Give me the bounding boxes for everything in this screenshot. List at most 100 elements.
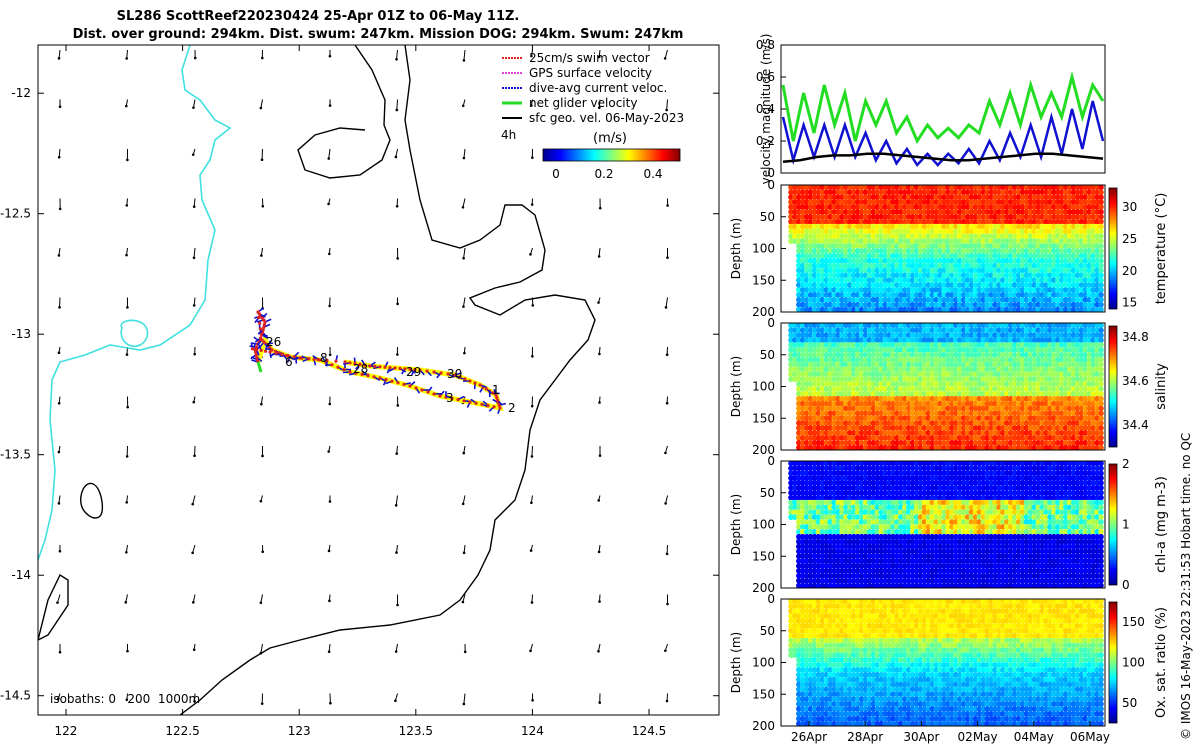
isobaths-label: isobaths: 0 200 1000m: [50, 692, 200, 706]
profile-sample: [835, 287, 841, 293]
profile-sample: [1098, 296, 1104, 303]
profile-sample: [815, 277, 822, 284]
profile-sample: [1098, 301, 1104, 308]
profile-sample: [890, 209, 896, 215]
profile-sample: [796, 213, 802, 220]
profile-sample: [815, 253, 822, 259]
sfc-vel-arrow-head: [58, 306, 61, 309]
profile-sample: [882, 243, 888, 249]
profile-sample: [878, 301, 885, 308]
profile-sample: [866, 223, 873, 230]
profile-sample: [807, 267, 814, 274]
swim-vector-dot: [270, 348, 274, 352]
profile-sample: [874, 292, 881, 298]
colorbar-tick-label: 20: [1122, 264, 1137, 278]
profile-sample: [843, 189, 849, 196]
colorbar-label: temperature (°C): [1154, 193, 1169, 305]
profile-sample: [890, 189, 896, 196]
profile-y-label: Depth (m): [729, 218, 743, 279]
profile-sample: [811, 262, 818, 269]
sfc-vel-arrow: [665, 495, 668, 504]
profile-sample: [831, 292, 837, 298]
swim-vector-dot: [258, 321, 262, 325]
profile-sample: [1098, 257, 1104, 264]
profile-sample: [799, 287, 806, 293]
profile-sample: [792, 238, 798, 244]
profile-sample: [874, 204, 881, 210]
profile-sample: [870, 218, 877, 225]
profile-sample: [823, 218, 830, 225]
swim-vector-dot: [393, 366, 397, 370]
profile-sample: [862, 213, 869, 220]
sfc-vel-arrow-head: [328, 104, 332, 107]
profile-sample: [788, 223, 794, 230]
swim-vector-dot: [458, 375, 462, 379]
profile-sample: [827, 296, 834, 303]
profile-sample: [827, 257, 834, 264]
profile-sample: [819, 257, 826, 264]
profile-sample: [807, 194, 814, 201]
profile-sample: [1098, 347, 1104, 353]
profile-sample: [831, 243, 837, 249]
profile-sample: [878, 209, 885, 215]
sfc-vel-arrow-head: [327, 650, 331, 653]
profile-sample: [823, 253, 830, 259]
sfc-vel-arrow-head: [395, 108, 399, 112]
title-line-1: SL286 ScottReef220230424 25-Apr 01Z to 0…: [117, 9, 520, 24]
profile-sample: [1098, 439, 1104, 446]
sfc-vel-arrow-head: [126, 158, 129, 162]
profile-sample: [882, 277, 888, 284]
profile-sample: [803, 194, 810, 201]
profile-sample: [866, 272, 873, 279]
profile-sample: [854, 209, 861, 215]
profile-sample: [878, 282, 885, 288]
profile-sample: [894, 184, 900, 191]
profile-sample: [839, 233, 845, 240]
track-day-label: 2: [508, 401, 516, 415]
profile-sample: [854, 272, 861, 279]
profile-sample: [815, 204, 822, 210]
swim-vector-dot: [373, 364, 377, 368]
profile-sample: [870, 199, 877, 205]
sfc-vel-arrow-head: [462, 551, 466, 555]
legend-label: dive-avg current veloc.: [529, 81, 667, 95]
swim-vector-dot: [348, 361, 352, 365]
profile-sample: [882, 223, 888, 230]
profile-sample: [847, 213, 853, 220]
profile-sample: [788, 209, 794, 215]
sfc-vel-arrow-head: [57, 155, 61, 159]
profile-sample: [796, 253, 802, 259]
glider-track-outline: [255, 334, 504, 412]
sfc-vel-arrow: [462, 198, 466, 208]
swim-vector-dot: [468, 379, 472, 383]
profile-sample: [882, 287, 888, 293]
profile-sample: [823, 213, 830, 220]
sfc-vel-arrow-head: [530, 203, 534, 206]
profile-sample: [870, 272, 877, 279]
profile-sample: [823, 238, 830, 244]
profile-sample: [815, 306, 822, 313]
velocity-y-tick-label: 0: [767, 166, 775, 180]
sfc-vel-arrow-head: [665, 699, 669, 703]
profile-sample: [823, 233, 830, 240]
profile-sample: [835, 228, 841, 235]
profile-sample: [862, 306, 869, 313]
profile-sample: [886, 233, 892, 240]
profile-sample: [823, 243, 830, 249]
profile-sample: [890, 267, 896, 274]
profile-sample: [796, 184, 802, 191]
profile-sample: [850, 282, 857, 288]
profile-sample: [1098, 410, 1104, 417]
profile-sample: [796, 292, 802, 298]
profile-sample: [835, 223, 841, 230]
profile-sample: [843, 248, 849, 254]
profile-sample: [815, 248, 822, 254]
profile-sample: [866, 184, 873, 191]
profile-sample: [807, 209, 814, 215]
swim-vector-dot: [259, 332, 263, 336]
profile-sample: [866, 213, 873, 220]
map-colorbar-tick: 0.4: [643, 167, 662, 181]
profile-sample: [807, 282, 814, 288]
profile-sample: [858, 292, 865, 298]
profile-sample: [878, 189, 885, 196]
